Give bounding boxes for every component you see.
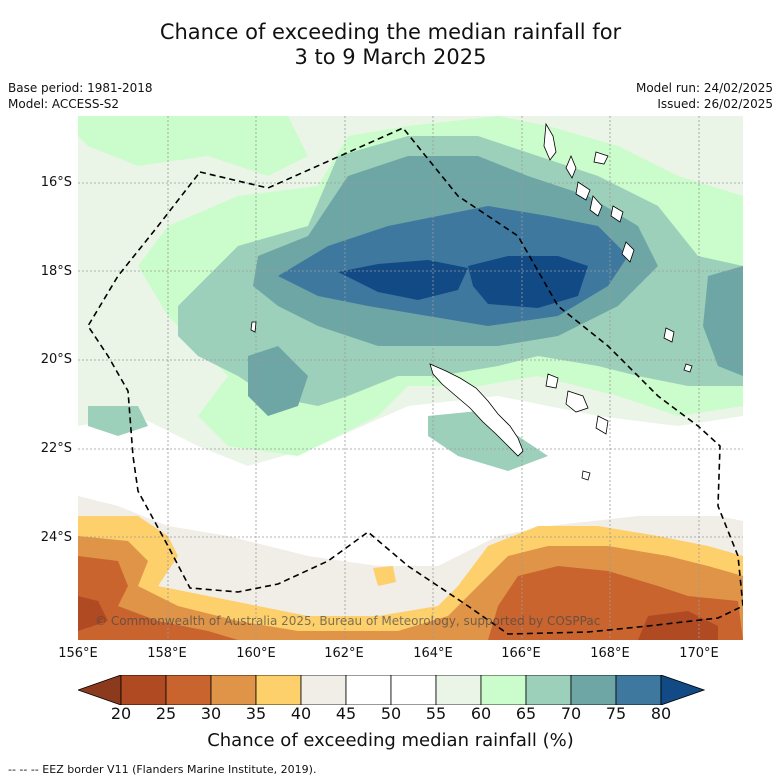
lat-label-24s: 24°S: [40, 530, 72, 545]
small-islands: [250, 321, 693, 481]
colorbar-tick-label: 55: [425, 704, 447, 723]
colorbar-segment: [120, 674, 167, 706]
lon-label-164e: 164°E: [413, 646, 453, 661]
eez-border: [87, 127, 743, 635]
colorbar-segment-under: [76, 674, 122, 706]
issued-text: Issued: 26/02/2025: [657, 97, 773, 111]
colorbar-tick-label: 60: [470, 704, 492, 723]
colorbar-tick-label: 45: [335, 704, 357, 723]
contour-70-75-east: [703, 266, 743, 376]
vanuatu-islands: [543, 122, 635, 263]
lon-label-156e: 156°E: [58, 646, 98, 661]
lon-label-158e: 158°E: [147, 646, 187, 661]
loyalty-islands: [545, 373, 609, 435]
colorbar-segment: [300, 674, 347, 706]
colorbar-segment-over: [660, 674, 706, 706]
colorbar-tick-label: 70: [560, 704, 582, 723]
colorbar-segment: [480, 674, 527, 706]
colorbar-tick-label: 40: [290, 704, 312, 723]
contour-65-70-small: [88, 406, 148, 436]
contour-25-30: [78, 556, 743, 640]
lat-label-22s: 22°S: [40, 441, 72, 456]
colorbar-segment: [615, 674, 662, 706]
colorbar-segment: [255, 674, 302, 706]
colorbar-tick-label: 30: [200, 704, 222, 723]
colorbar-segment: [390, 674, 437, 706]
meta-right: Model run: 24/02/2025 Issued: 26/02/2025: [636, 80, 773, 112]
lat-label-16s: 16°S: [40, 175, 72, 190]
colorbar-tick-label: 50: [380, 704, 402, 723]
colorbar-segment: [570, 674, 617, 706]
colorbar-tick-label: 35: [245, 704, 267, 723]
contour-80-east: [468, 256, 588, 308]
lat-label-18s: 18°S: [40, 264, 72, 279]
lat-label-20s: 20°S: [40, 352, 72, 367]
contour-80-west: [338, 260, 468, 300]
colorbar-segment: [165, 674, 212, 706]
lon-label-168e: 168°E: [590, 646, 630, 661]
colorbar-tick-label: 80: [650, 704, 672, 723]
lon-label-160e: 160°E: [236, 646, 276, 661]
colorbar-segment: [345, 674, 392, 706]
contour-70-75-west: [248, 346, 308, 416]
contour-20-25: [78, 596, 718, 640]
colorbar-segment: [435, 674, 482, 706]
map-title: Chance of exceeding the median rainfall …: [0, 20, 781, 70]
colorbar-tick-label: 20: [110, 704, 132, 723]
colorbar-segment: [210, 674, 257, 706]
contour-35-40-small: [373, 566, 396, 586]
copyright-text: © Commonwealth of Australia 2025, Bureau…: [95, 614, 601, 628]
colorbar-title: Chance of exceeding median rainfall (%): [207, 730, 574, 751]
colorbar-segment: [525, 674, 572, 706]
lon-label-166e: 166°E: [501, 646, 541, 661]
model-text: Model: ACCESS-S2: [8, 97, 120, 111]
base-period-text: Base period: 1981-2018: [8, 81, 153, 95]
colorbar-svg: [76, 674, 706, 706]
colorbar-tick-label: 75: [605, 704, 627, 723]
colorbar-tick-label: 65: [515, 704, 537, 723]
meta-left: Base period: 1981-2018 Model: ACCESS-S2: [8, 80, 153, 112]
graticule: [78, 116, 743, 640]
title-line-1: Chance of exceeding the median rainfall …: [159, 20, 622, 44]
new-caledonia-island: [429, 363, 524, 457]
eez-footnote: -- -- -- EEZ border V11 (Flanders Marine…: [8, 763, 317, 776]
rainfall-map: [78, 116, 743, 640]
colorbar-tick-label: 25: [155, 704, 177, 723]
title-line-2: 3 to 9 March 2025: [294, 45, 487, 69]
model-run-text: Model run: 24/02/2025: [635, 81, 773, 95]
map-panel: [78, 116, 743, 640]
colorbar: [76, 674, 706, 706]
lon-label-162e: 162°E: [324, 646, 364, 661]
lon-label-170e: 170°E: [679, 646, 719, 661]
